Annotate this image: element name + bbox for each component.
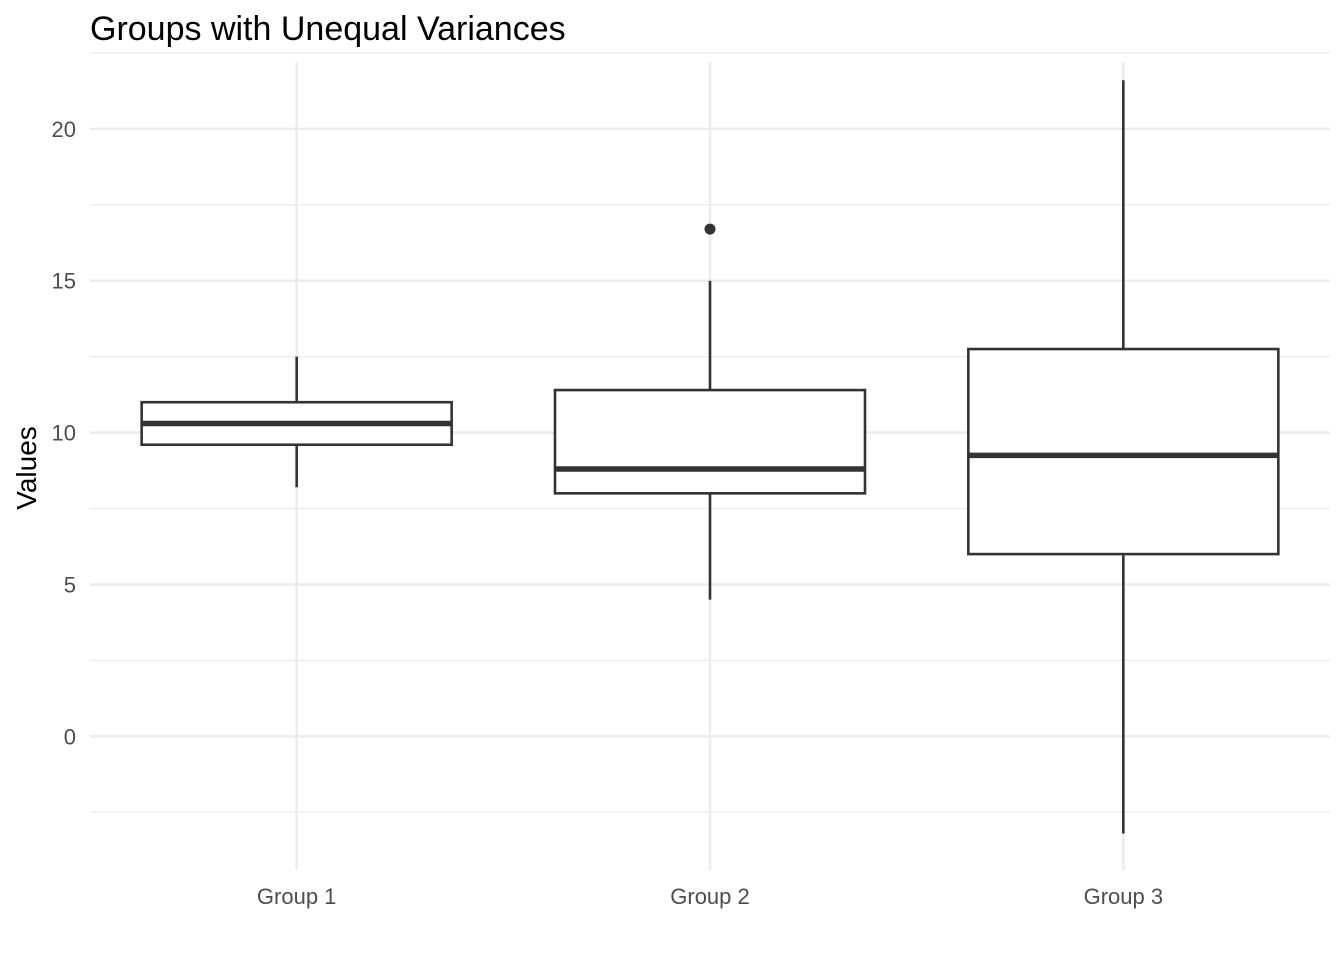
x-tick-label: Group 2 bbox=[670, 884, 750, 909]
boxplot-1 bbox=[140, 356, 453, 488]
y-tick-label: 20 bbox=[52, 117, 76, 142]
boxplots bbox=[140, 80, 1280, 834]
boxplot-3 bbox=[967, 80, 1280, 834]
x-tick-label: Group 1 bbox=[257, 884, 337, 909]
outlier-point-0 bbox=[704, 223, 716, 235]
y-axis-title: Values bbox=[11, 426, 42, 510]
iqr-box bbox=[553, 388, 867, 495]
x-tick-label: Group 3 bbox=[1084, 884, 1164, 909]
y-tick-label: 5 bbox=[64, 572, 76, 597]
iqr-box bbox=[967, 347, 1280, 556]
x-axis-ticks: Group 1 Group 2 Group 3 bbox=[257, 884, 1163, 909]
y-tick-label: 15 bbox=[52, 269, 76, 294]
y-tick-label: 10 bbox=[52, 421, 76, 446]
boxplot-2 bbox=[553, 223, 867, 600]
y-tick-label: 0 bbox=[64, 724, 76, 749]
chart-title: Groups with Unequal Variances bbox=[90, 10, 566, 48]
y-axis-ticks: 0 5 10 15 20 bbox=[52, 117, 76, 750]
